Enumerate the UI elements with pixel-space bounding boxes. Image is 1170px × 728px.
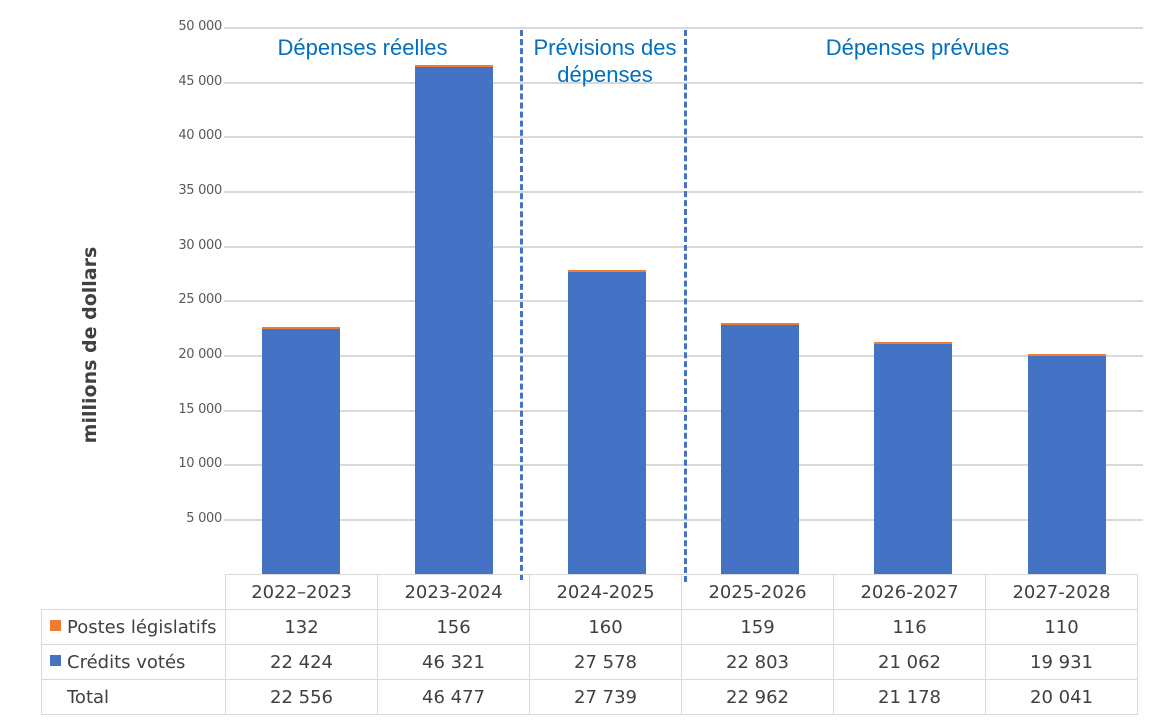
table-row: Total 22 556 46 477 27 739 22 962 21 178… (41, 679, 1138, 715)
legend-swatch-empty (50, 690, 61, 701)
bar-segment-postes (414, 65, 493, 68)
table-cell: 22 424 (225, 644, 378, 680)
table-cell: 116 (833, 609, 986, 645)
legend-swatch-orange-icon (50, 620, 61, 631)
bar-segment-credits (874, 343, 953, 574)
gridline (224, 300, 1143, 302)
bar-segment-credits (568, 272, 646, 574)
table-cell: 160 (529, 609, 682, 645)
legend-swatch-blue-icon (50, 655, 61, 666)
section-label-forecast-line2: dépenses (557, 62, 653, 87)
table-header: 2025-2026 (681, 574, 834, 610)
gridline (224, 464, 1143, 466)
bar-2022–2023 (261, 326, 340, 574)
bar-segment-credits (261, 328, 340, 574)
bar-segment-credits (721, 324, 800, 574)
bar-2027-2028 (1027, 353, 1106, 574)
gridline (224, 355, 1143, 357)
section-divider (520, 30, 523, 580)
row-label-postes: Postes législatifs (41, 609, 226, 645)
y-tick: 30 000 (178, 238, 222, 253)
table-header-row: 2022–2023 2023-2024 2024-2025 2025-2026 … (41, 574, 1138, 610)
section-divider (684, 30, 687, 582)
gridline (224, 519, 1143, 521)
section-label-planned: Dépenses prévues (825, 35, 1010, 60)
section-label-forecast-line1: Prévisions des (533, 35, 677, 60)
y-tick: 15 000 (178, 402, 222, 417)
y-tick: 25 000 (178, 292, 222, 307)
table-cell: 159 (681, 609, 834, 645)
bar-segment-credits (414, 67, 493, 574)
gridline (224, 82, 1143, 84)
table-cell: 110 (985, 609, 1138, 645)
table-corner (41, 574, 226, 610)
table-header: 2023-2024 (377, 574, 530, 610)
y-axis-title: millions de dollars (79, 246, 101, 444)
table-header: 2026-2027 (833, 574, 986, 610)
bar-segment-postes (1027, 353, 1106, 356)
section-label-actual: Dépenses réelles (277, 35, 448, 60)
table-row: Postes législatifs 132 156 160 159 116 1… (41, 609, 1138, 645)
gridline (224, 27, 1143, 29)
table-cell: 27 739 (529, 679, 682, 715)
bar-segment-postes (874, 341, 953, 344)
legend-label: Total (67, 686, 110, 708)
row-label-credits: Crédits votés (41, 644, 226, 680)
table-cell: 46 321 (377, 644, 530, 680)
table-header: 2022–2023 (225, 574, 378, 610)
data-table: 2022–2023 2023-2024 2024-2025 2025-2026 … (41, 574, 1138, 715)
y-tick: 20 000 (178, 347, 222, 362)
table-header: 2027-2028 (985, 574, 1138, 610)
bar-2024-2025 (568, 270, 646, 574)
table-cell: 22 803 (681, 644, 834, 680)
bar-segment-postes (721, 322, 800, 325)
bar-segment-credits (1027, 355, 1106, 574)
y-tick: 10 000 (178, 456, 222, 471)
table-cell: 156 (377, 609, 530, 645)
gridline (224, 410, 1143, 412)
y-tick: 35 000 (178, 183, 222, 198)
gridline (224, 136, 1143, 138)
bar-segment-postes (568, 270, 646, 273)
bar-2023-2024 (414, 65, 493, 574)
table-cell: 22 556 (225, 679, 378, 715)
table-cell: 21 062 (833, 644, 986, 680)
y-tick: 50 000 (178, 19, 222, 34)
table-cell: 46 477 (377, 679, 530, 715)
table-cell: 21 178 (833, 679, 986, 715)
section-label-forecast: Prévisions des dépenses (526, 34, 684, 88)
y-tick: 45 000 (178, 74, 222, 89)
table-header: 2024-2025 (529, 574, 682, 610)
table-cell: 20 041 (985, 679, 1138, 715)
row-label-total: Total (41, 679, 226, 715)
table-row: Crédits votés 22 424 46 321 27 578 22 80… (41, 644, 1138, 680)
bar-segment-postes (261, 326, 340, 329)
gridline (224, 191, 1143, 193)
table-cell: 27 578 (529, 644, 682, 680)
y-tick: 40 000 (178, 128, 222, 143)
table-cell: 19 931 (985, 644, 1138, 680)
bar-2025-2026 (721, 322, 800, 574)
table-cell: 132 (225, 609, 378, 645)
gridline (224, 246, 1143, 248)
legend-label: Crédits votés (67, 651, 186, 673)
y-tick: 5 000 (186, 511, 222, 526)
bar-2026-2027 (874, 341, 953, 574)
table-cell: 22 962 (681, 679, 834, 715)
legend-label: Postes législatifs (67, 616, 217, 638)
